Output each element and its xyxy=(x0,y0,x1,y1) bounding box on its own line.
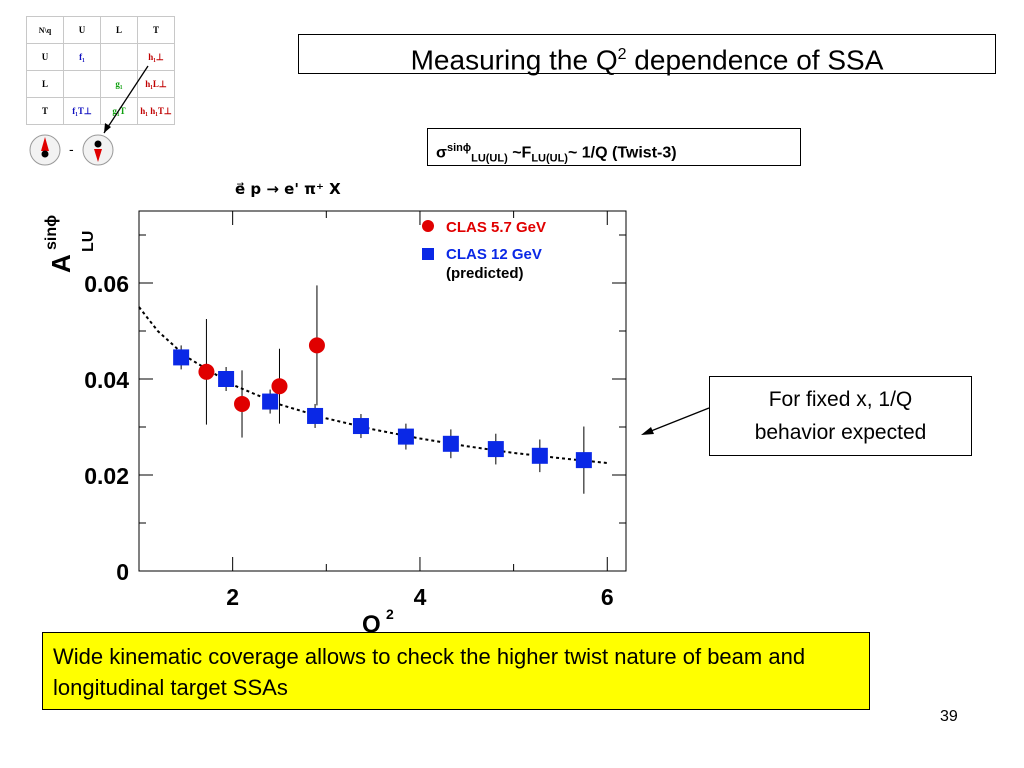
tmd-cell: g₁ xyxy=(100,70,138,98)
note-line-2: behavior expected xyxy=(754,421,927,444)
title-superscript: 2 xyxy=(617,46,627,63)
data-point-blue xyxy=(575,452,592,469)
x-axis-label-sup: 2 xyxy=(386,606,394,622)
conclusion-box: Wide kinematic coverage allows to check … xyxy=(42,632,870,710)
data-point-blue xyxy=(442,435,459,452)
twist-formula-box: σsinϕLU(UL) ~FLU(UL)~ 1/Q (Twist-3) xyxy=(427,128,801,166)
sigma-symbol: σ xyxy=(436,144,447,162)
data-point-blue xyxy=(397,428,414,445)
tmd-cell: h₁ h₁T⊥ xyxy=(137,97,175,125)
sigma-sub: LU(UL) xyxy=(471,152,508,165)
y-tick-label: 0.02 xyxy=(84,463,129,489)
note-arrowhead xyxy=(641,427,654,435)
data-point-blue xyxy=(262,393,279,410)
legend-label-red: CLAS 5.7 GeV xyxy=(446,219,546,236)
plot-title: e⃗ p → e' π⁺ X xyxy=(235,180,341,198)
tmd-row-label: L xyxy=(26,70,64,98)
y-tick-label: 0 xyxy=(116,559,129,585)
data-point-blue xyxy=(173,349,190,366)
spin-icons-svg: - xyxy=(29,65,149,166)
x-tick-label: 2 xyxy=(226,584,239,610)
fit-curve xyxy=(138,306,608,464)
slide-title: Measuring the Q2 dependence of SSA xyxy=(298,34,996,76)
legend-label-blue: CLAS 12 GeV xyxy=(446,246,542,263)
title-main: Measuring the Q xyxy=(410,44,618,76)
formula-tail: ~ 1/Q (Twist-3) xyxy=(567,144,677,162)
tmd-row-label: T xyxy=(26,97,64,125)
x-tick-label: 6 xyxy=(601,584,614,610)
tmd-cell xyxy=(63,70,101,98)
sigma-sup: sinϕ xyxy=(446,142,472,154)
data-point-red xyxy=(234,395,251,412)
data-point-red xyxy=(198,363,215,380)
data-point-blue xyxy=(307,407,324,424)
data-point-red xyxy=(308,337,325,354)
plot-frame xyxy=(138,210,627,572)
pointer-arrow xyxy=(103,65,149,134)
slide-number: 39 xyxy=(940,708,958,725)
behavior-note: For fixed x, 1/Q behavior expected xyxy=(709,376,972,456)
y-tick-label: 0.04 xyxy=(84,367,129,393)
pointer-arrowhead xyxy=(104,123,111,133)
data-point-blue xyxy=(352,418,369,435)
spin-circle-icon-down xyxy=(82,134,114,166)
tmd-row-label: U xyxy=(26,43,64,71)
y-axis-label: A xyxy=(46,254,76,273)
data-point-red xyxy=(271,378,288,395)
tmd-table: N\q U L T U f₁ h₁⊥ L g₁ h₁L⊥ T f₁T⊥ g₁T … xyxy=(26,16,175,125)
y-tick-label: 0.06 xyxy=(84,271,129,297)
x-tick-label: 4 xyxy=(414,584,427,610)
tmd-table-container: N\q U L T U f₁ h₁⊥ L g₁ h₁L⊥ T f₁T⊥ g₁T … xyxy=(26,16,175,125)
note-line-1: For fixed x, 1/Q xyxy=(768,388,913,411)
data-point-blue xyxy=(218,371,235,387)
y-axis-label-sup: sinϕ xyxy=(43,215,60,250)
y-axis-label-sub: LU xyxy=(80,231,97,252)
legend-marker-red xyxy=(422,220,434,232)
tmd-header-t: T xyxy=(137,16,175,44)
legend: CLAS 5.7 GeV CLAS 12 GeV (predicted) xyxy=(422,219,546,282)
formula-sub: LU(UL) xyxy=(531,152,568,165)
minus-sign: - xyxy=(69,141,74,157)
data-point-blue xyxy=(487,441,504,458)
tmd-cell: f₁ xyxy=(63,43,101,71)
legend-marker-blue xyxy=(422,248,434,260)
note-arrow xyxy=(645,407,710,434)
data-point-blue xyxy=(531,447,548,464)
legend-note: (predicted) xyxy=(446,265,524,282)
formula-mid: ~F xyxy=(507,144,532,162)
title-rest: dependence of SSA xyxy=(626,44,884,76)
spin-circle-icon-up xyxy=(29,134,61,166)
x-axis-label: Q xyxy=(362,611,381,638)
